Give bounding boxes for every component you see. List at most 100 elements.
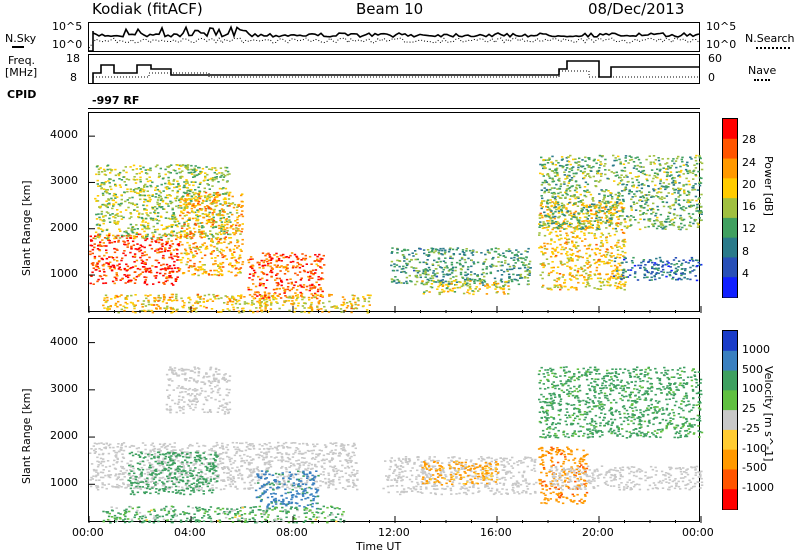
- power-cell-2939: [605, 262, 608, 265]
- power-cell-1664: [185, 252, 189, 254]
- power-cell-4295: [546, 173, 549, 176]
- power-cell-1597: [192, 211, 196, 214]
- power-cell-1121: [195, 214, 199, 216]
- power-cell-4302: [597, 181, 601, 183]
- power-cell-2465: [440, 283, 443, 286]
- power-cell-4053: [672, 184, 676, 186]
- power-cell-4631: [657, 264, 660, 266]
- power-cell-72: [110, 241, 114, 244]
- power-cell-579: [171, 231, 174, 234]
- power-cell-1802: [283, 290, 287, 293]
- power-cell-1447: [215, 193, 218, 195]
- power-cell-980: [161, 199, 165, 202]
- power-cell-2866: [496, 282, 500, 285]
- power-cell-4321: [624, 160, 627, 162]
- power-cell-288: [91, 248, 95, 251]
- power-cell-1348: [214, 262, 217, 265]
- power-cell-1880: [249, 256, 253, 258]
- power-cell-4531: [680, 218, 683, 221]
- power-cell-357: [116, 260, 119, 262]
- power-cell-4364: [548, 157, 551, 159]
- power-cell-1670: [238, 215, 241, 217]
- power-cell-1608: [179, 241, 182, 243]
- power-cell-3621: [547, 216, 550, 218]
- power-cell-2054: [264, 307, 267, 309]
- power-cell-4222: [654, 214, 657, 217]
- power-cell-683: [96, 195, 100, 197]
- power-cell-129: [154, 259, 157, 262]
- power-cell-4558: [653, 264, 656, 266]
- power-cell-2719: [415, 280, 419, 283]
- power-cell-3368: [622, 255, 625, 257]
- power-cell-4523: [700, 193, 703, 196]
- power-cell-4030: [597, 170, 601, 172]
- power-cell-3022: [598, 272, 601, 275]
- power-cell-2088: [147, 303, 151, 306]
- power-cell-3671: [672, 221, 676, 224]
- power-cell-3710: [544, 214, 547, 217]
- power-cell-4620: [616, 270, 619, 272]
- power-cell-4665: [674, 267, 678, 270]
- power-cell-3967: [548, 208, 551, 210]
- power-cell-3374: [552, 253, 555, 255]
- power-cell-2705: [411, 252, 414, 254]
- power-cell-1039: [114, 185, 118, 187]
- power-cell-684: [130, 216, 133, 218]
- power-region-1: [94, 164, 232, 240]
- power-cell-2753: [507, 281, 510, 284]
- power-cell-1027: [129, 223, 133, 226]
- power-cell-2131: [240, 294, 243, 296]
- power-cell-1409: [217, 240, 220, 243]
- power-cell-4252: [586, 189, 589, 191]
- power-cell-765: [179, 201, 182, 203]
- power-cell-67: [101, 239, 104, 241]
- power-cell-3402: [575, 225, 579, 228]
- power-cell-3491: [613, 264, 617, 267]
- power-cell-44: [172, 284, 175, 286]
- power-cell-4346: [647, 185, 650, 187]
- power-cell-226: [135, 259, 139, 262]
- power-cell-2363: [142, 303, 145, 305]
- nsearch-legend-line: [756, 47, 790, 49]
- power-cell-1805: [264, 294, 267, 297]
- power-cell-101: [95, 264, 98, 266]
- power-cell-3675: [568, 198, 572, 201]
- power-cell-1305: [216, 255, 220, 257]
- power-cell-1008: [96, 183, 99, 185]
- velocity-cell-139: [237, 477, 240, 479]
- power-cell-2575: [448, 273, 452, 276]
- power-cell-924: [187, 223, 190, 225]
- power-cell-147: [126, 246, 129, 248]
- power-cell-309: [177, 267, 180, 269]
- power-cell-3501: [616, 246, 619, 248]
- power-cell-1177: [203, 179, 206, 182]
- power-cell-835: [152, 234, 155, 236]
- power-cell-1530: [212, 209, 216, 212]
- power-cell-3141: [614, 201, 617, 204]
- power-cell-1168: [120, 234, 124, 237]
- power-cell-1811: [269, 265, 272, 268]
- power-cell-1571: [188, 203, 192, 205]
- power-cell-2644: [433, 259, 436, 262]
- power-cell-4009: [639, 210, 642, 212]
- power-cell-3865: [662, 205, 666, 208]
- power-cell-71: [98, 270, 101, 272]
- power-cell-4485: [551, 163, 555, 166]
- power-cell-1929: [280, 281, 284, 283]
- power-cell-3889: [551, 222, 554, 225]
- power-cell-2060: [195, 310, 198, 313]
- power-cell-2650: [423, 252, 426, 255]
- power-cell-974: [192, 181, 195, 183]
- power-cell-3688: [700, 213, 703, 215]
- power-cell-216: [137, 274, 141, 277]
- power-cell-3735: [646, 198, 650, 201]
- power-cell-3722: [694, 167, 698, 169]
- power-cell-1378: [193, 193, 196, 196]
- power-cell-1434: [232, 248, 236, 251]
- power-cell-485: [172, 180, 175, 182]
- power-cell-2065: [275, 298, 278, 300]
- power-cell-1926: [310, 272, 313, 275]
- power-cell-1406: [229, 191, 232, 194]
- power-cell-3302: [588, 265, 592, 268]
- power-cell-1094: [145, 217, 148, 220]
